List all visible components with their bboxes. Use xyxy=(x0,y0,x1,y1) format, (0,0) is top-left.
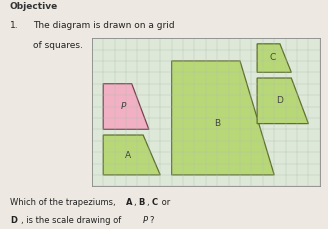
Text: Objective: Objective xyxy=(10,2,58,11)
Polygon shape xyxy=(103,84,149,129)
Polygon shape xyxy=(172,61,274,175)
Text: P: P xyxy=(143,216,148,225)
Text: C: C xyxy=(270,53,276,62)
Text: The diagram is drawn on a grid: The diagram is drawn on a grid xyxy=(33,21,174,30)
Text: P: P xyxy=(121,102,126,111)
Text: C: C xyxy=(152,198,158,207)
Text: or: or xyxy=(159,198,170,207)
Text: D: D xyxy=(10,216,17,225)
Text: of squares.: of squares. xyxy=(33,41,83,50)
Text: B: B xyxy=(214,119,220,128)
Text: 1.: 1. xyxy=(10,21,18,30)
Polygon shape xyxy=(103,135,160,175)
Text: ,: , xyxy=(147,198,152,207)
Text: A: A xyxy=(126,198,133,207)
Text: Which of the trapeziums,: Which of the trapeziums, xyxy=(10,198,118,207)
Text: ?: ? xyxy=(149,216,154,225)
Text: A: A xyxy=(125,151,132,160)
Text: ,: , xyxy=(134,198,139,207)
Text: D: D xyxy=(277,96,283,105)
Text: B: B xyxy=(139,198,145,207)
Polygon shape xyxy=(257,78,308,124)
Text: , is the scale drawing of: , is the scale drawing of xyxy=(21,216,124,225)
Polygon shape xyxy=(257,44,291,72)
